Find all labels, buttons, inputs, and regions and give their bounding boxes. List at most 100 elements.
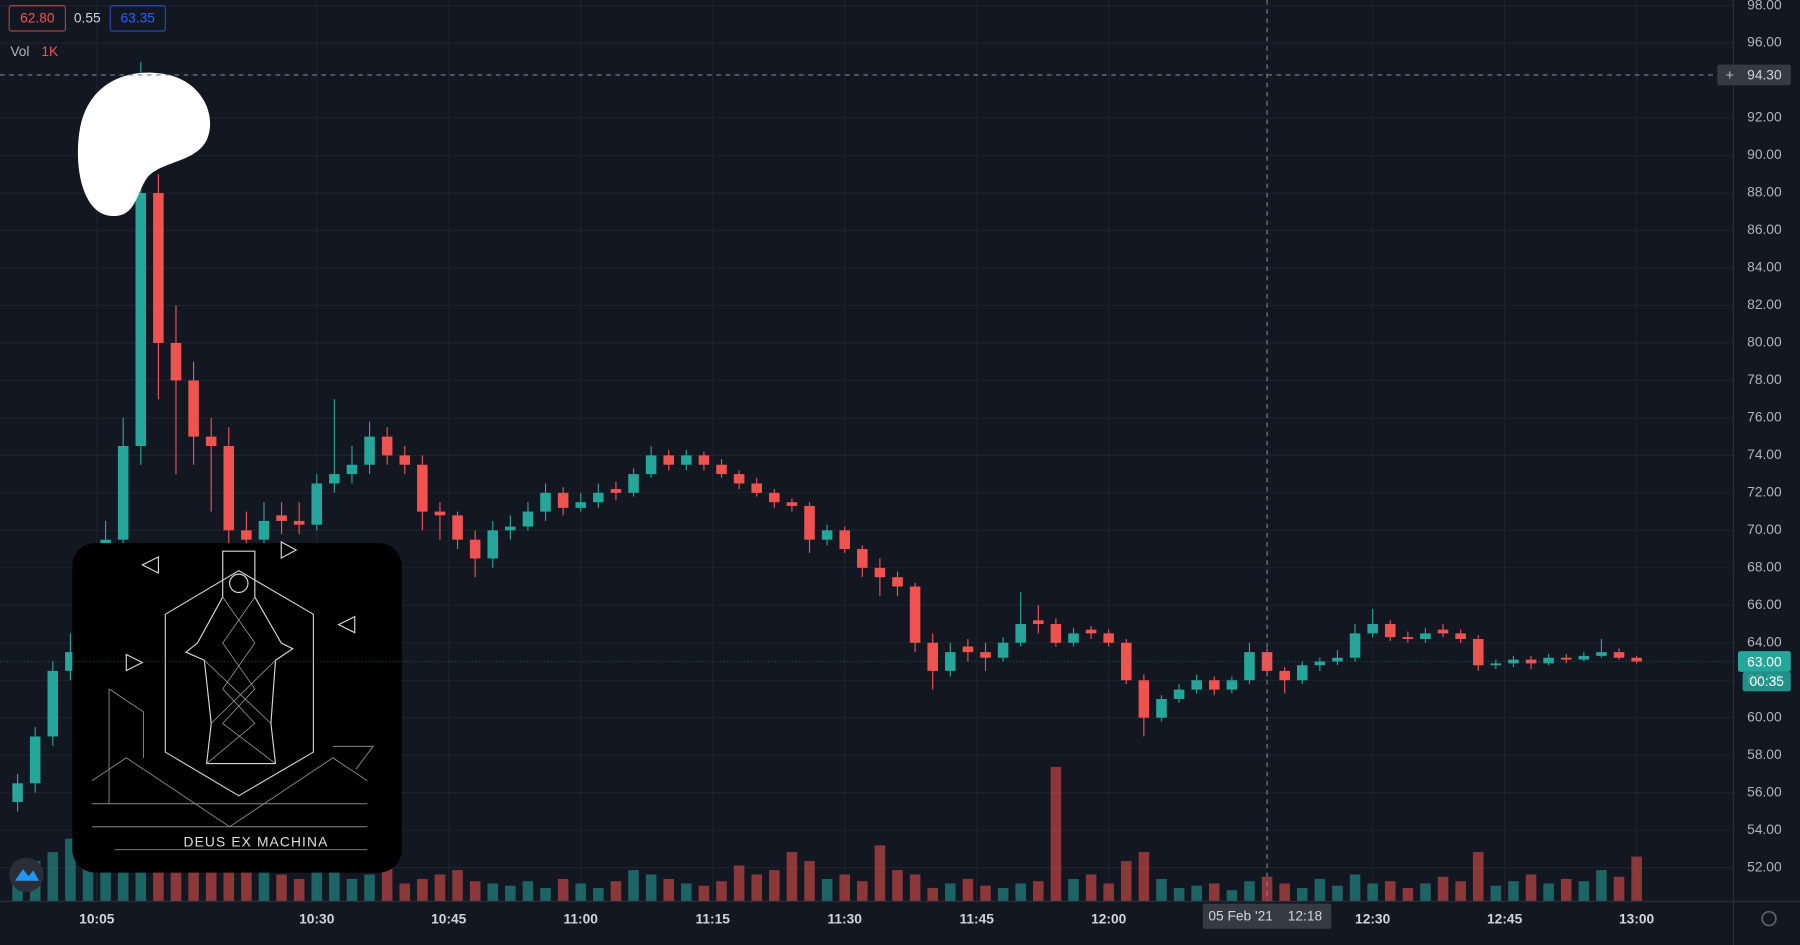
candle-body <box>1402 637 1414 640</box>
candle-body <box>980 652 991 658</box>
crosshair-time: 12:18 <box>1288 909 1323 924</box>
y-tick-label: 92.00 <box>1747 110 1782 125</box>
sticker-blob <box>77 72 211 217</box>
volume-bar <box>188 861 199 902</box>
volume-bar <box>1033 881 1044 902</box>
volume-bar <box>346 878 358 902</box>
volume-bar <box>909 874 921 902</box>
candle-body <box>1156 698 1167 718</box>
volume-bar <box>733 865 745 902</box>
candle-body <box>293 520 305 525</box>
candle-body <box>469 539 481 559</box>
candle-body <box>1384 624 1396 638</box>
labels: +94.30 05 Feb '21 12:18 63.00 00:35 <box>0 0 1791 929</box>
volume-bar <box>698 885 710 902</box>
y-tick-label: 90.00 <box>1747 147 1782 162</box>
triangle-grid <box>91 688 375 851</box>
volume-bar <box>769 870 780 902</box>
volume-bar <box>1367 883 1378 902</box>
candle-body <box>135 193 147 446</box>
volume-bar <box>557 878 569 902</box>
y-tick-label: 72.00 <box>1747 484 1782 499</box>
candle-body <box>417 464 428 512</box>
candle-body <box>804 505 815 540</box>
y-tick-label: 70.00 <box>1747 522 1782 537</box>
candle-body <box>1631 657 1642 662</box>
y-tick-label: 96.00 <box>1747 35 1782 50</box>
candle-body <box>892 577 903 587</box>
volume-bar <box>857 881 868 902</box>
candle-body <box>874 567 886 578</box>
volume-bar <box>839 874 850 902</box>
candle-body <box>311 483 323 525</box>
volume-label: Vol <box>10 44 29 59</box>
legend-value: 0.55 <box>74 11 101 26</box>
volume-bar <box>997 887 1009 902</box>
candle-body <box>346 464 358 475</box>
candle-body <box>1543 657 1554 664</box>
volume-bar <box>505 885 516 902</box>
legend-box <box>8 5 67 32</box>
candle-body <box>1314 661 1326 666</box>
volume-bar <box>645 874 657 902</box>
legend-box <box>109 5 166 32</box>
volume-bar <box>452 870 463 902</box>
volume-bar <box>1596 870 1607 902</box>
sticker-text: DEUS EX MACHINA <box>184 834 329 849</box>
settings-icon <box>1761 910 1777 927</box>
y-tick-label: 66.00 <box>1747 597 1782 612</box>
volume-bar <box>1437 876 1449 902</box>
candle-body <box>909 586 921 643</box>
volume-bar <box>945 883 956 902</box>
candle-body <box>1121 642 1132 681</box>
logo-icon <box>14 869 40 881</box>
volume-bar <box>1244 881 1255 902</box>
volume-bar <box>1156 878 1167 902</box>
volume-bar <box>1543 883 1554 902</box>
candle-body <box>593 492 604 503</box>
y-tick-label: 78.00 <box>1747 372 1782 387</box>
volume-bar <box>1085 874 1097 902</box>
candle-body <box>399 455 411 465</box>
volume-bar <box>469 881 481 902</box>
candle-body <box>751 483 763 493</box>
volume-bar <box>786 852 798 902</box>
volume-bar <box>628 870 639 902</box>
crosshair-time-box <box>1202 903 1332 929</box>
candle-body <box>1596 652 1607 656</box>
volume-bar <box>821 878 833 902</box>
candle-body <box>1296 665 1308 681</box>
volume-bar <box>65 838 76 902</box>
volume-bar <box>1296 887 1308 902</box>
figure-head <box>229 573 249 594</box>
candle-body <box>645 455 657 475</box>
candle-body <box>29 736 41 784</box>
candle-body <box>12 783 23 803</box>
volume-bar <box>1068 878 1079 902</box>
candle-body <box>1560 657 1572 660</box>
candle-body <box>487 530 499 559</box>
y-tick-label: 84.00 <box>1747 260 1782 275</box>
candle-body <box>188 380 199 437</box>
legend-value: 63.35 <box>121 11 156 26</box>
candle-body <box>241 530 252 540</box>
candle-body <box>452 515 463 540</box>
candle-body <box>1208 680 1220 690</box>
volume-bar <box>170 852 182 902</box>
candle-body <box>540 492 551 512</box>
volume-bar <box>610 881 622 902</box>
candle-body <box>1349 633 1361 658</box>
volume-bar <box>575 883 587 902</box>
volume-bar <box>1525 874 1537 902</box>
y-tick-label: 54.00 <box>1747 822 1782 837</box>
candle-body <box>117 445 129 540</box>
volume-bar <box>1349 874 1361 902</box>
legend-value: 62.80 <box>20 11 55 26</box>
volume-bar <box>399 883 411 902</box>
candle-body <box>610 489 622 493</box>
volume-bar <box>205 856 217 902</box>
volume-bar <box>540 887 551 902</box>
candle-body <box>505 526 516 531</box>
candle-body <box>1420 633 1431 640</box>
candle-body <box>1244 652 1255 681</box>
